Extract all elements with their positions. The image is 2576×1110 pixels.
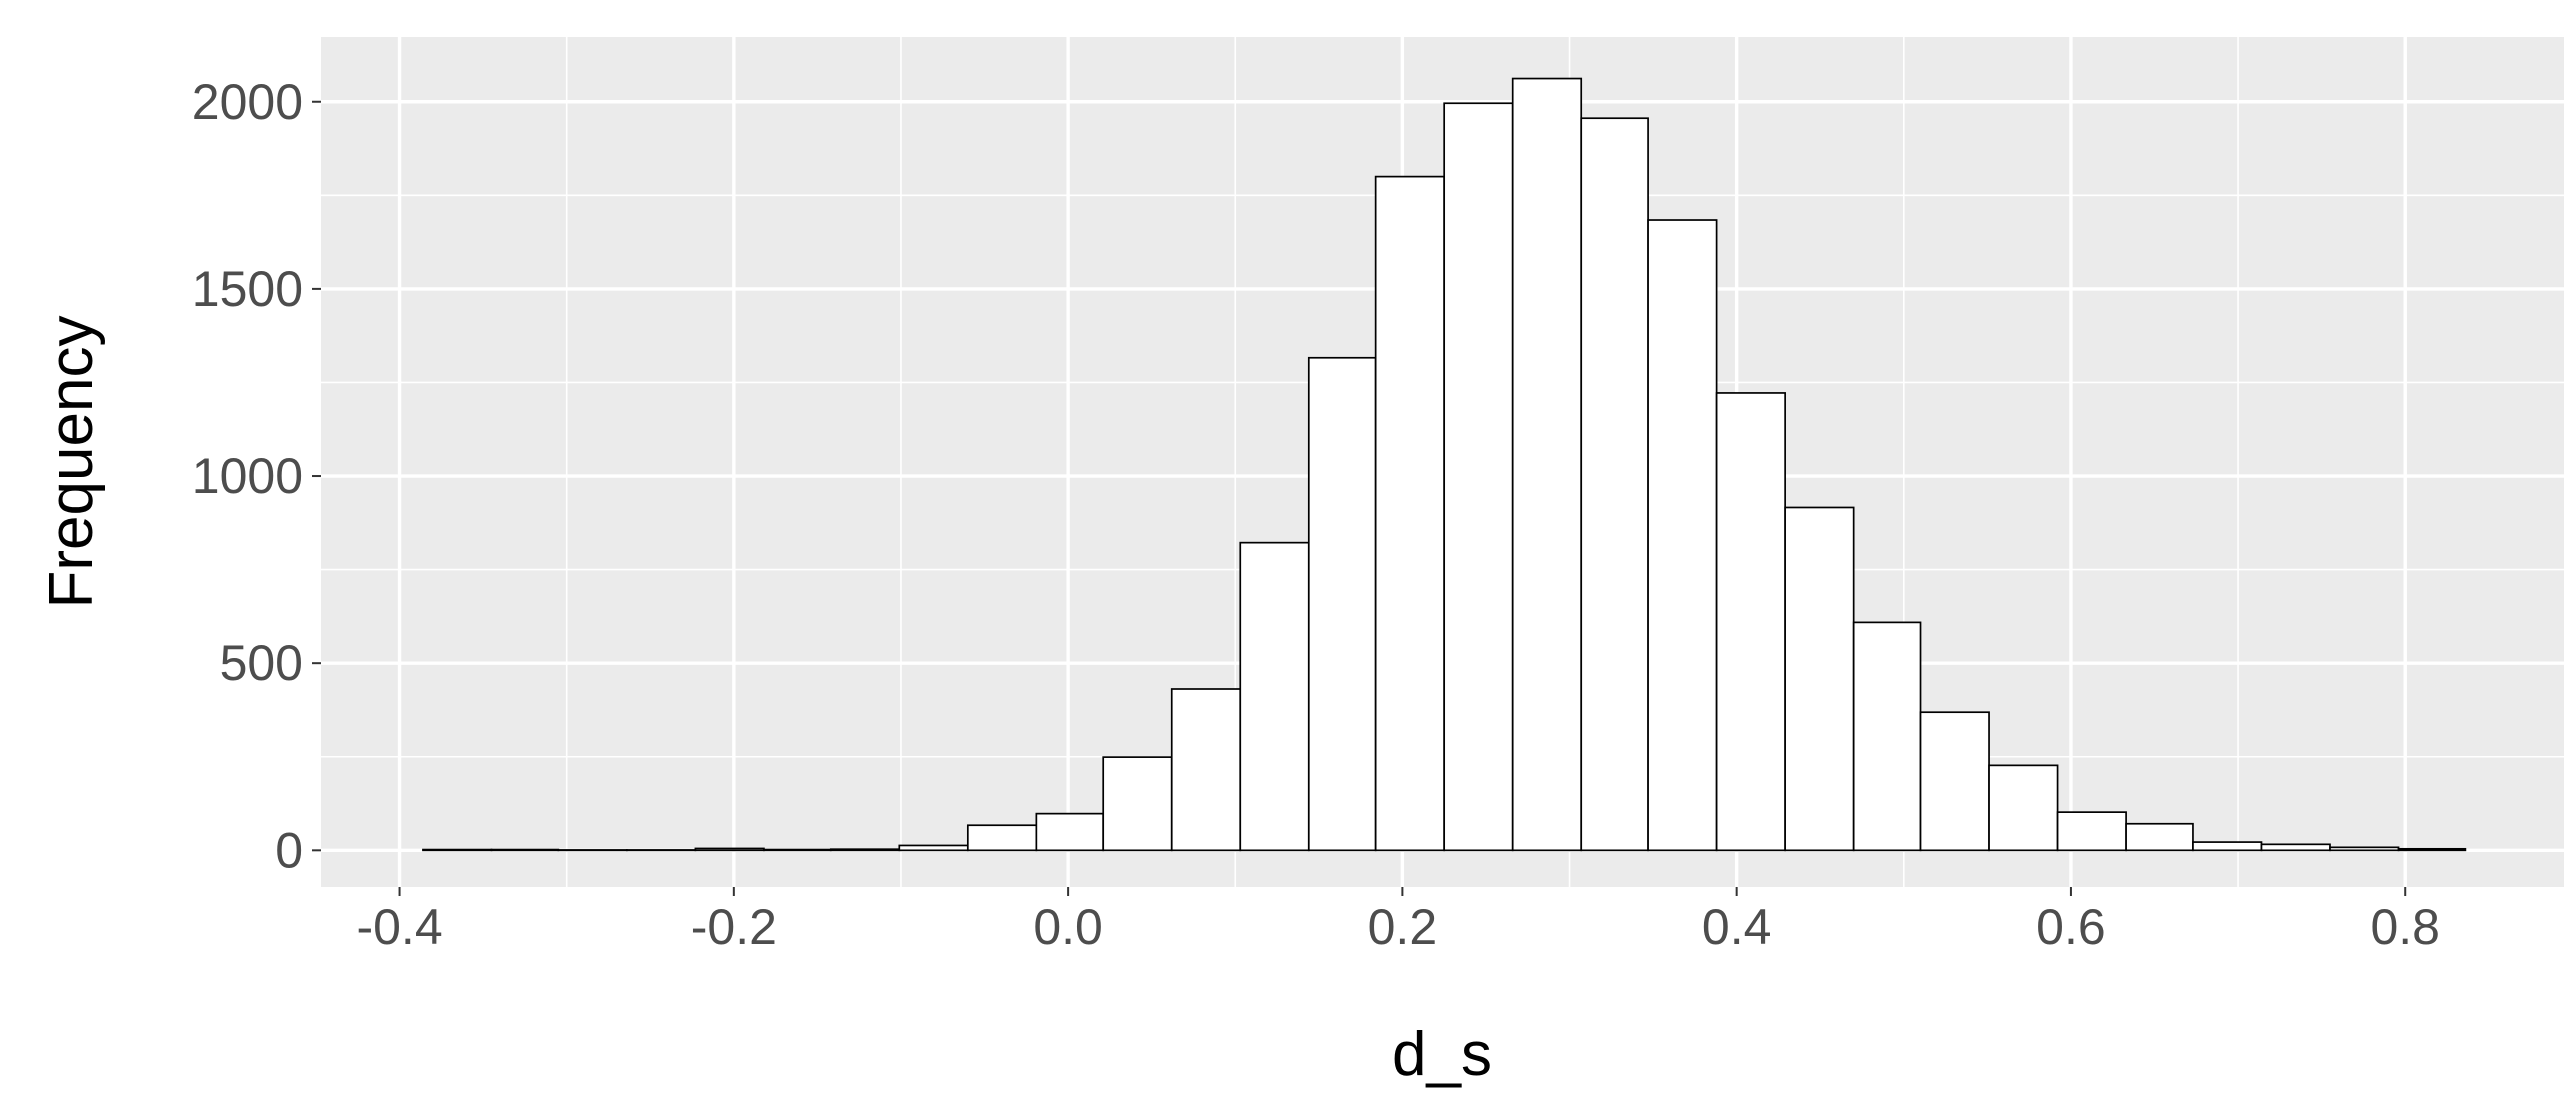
bar bbox=[490, 848, 560, 852]
x-tick-label: 0.4 bbox=[1702, 899, 1772, 955]
bar bbox=[1035, 812, 1105, 852]
x-tick-label: 0.6 bbox=[2036, 899, 2106, 955]
bar bbox=[1580, 117, 1649, 852]
bar bbox=[1374, 175, 1446, 852]
bar bbox=[829, 848, 901, 852]
bar bbox=[1443, 102, 1514, 852]
bar bbox=[2056, 811, 2127, 852]
bar bbox=[1239, 541, 1310, 852]
x-tick-label: 0.2 bbox=[1368, 899, 1438, 955]
bar bbox=[1647, 219, 1718, 852]
y-tick-label: 1500 bbox=[192, 261, 303, 317]
bar bbox=[2397, 847, 2467, 852]
bar bbox=[1852, 621, 1922, 852]
x-tick-label: -0.4 bbox=[356, 899, 442, 955]
bar bbox=[1511, 77, 1583, 852]
bar bbox=[966, 824, 1038, 852]
bar bbox=[422, 848, 493, 852]
bar bbox=[1988, 764, 2059, 852]
bar bbox=[1715, 392, 1786, 852]
bar bbox=[2125, 822, 2194, 852]
bar bbox=[694, 847, 765, 852]
x-tick-label: 0.0 bbox=[1033, 899, 1103, 955]
x-tick-label: -0.2 bbox=[691, 899, 777, 955]
bar bbox=[2260, 843, 2331, 852]
bar bbox=[1170, 688, 1242, 852]
y-axis-title: Frequency bbox=[37, 316, 106, 609]
y-tick-label: 0 bbox=[275, 822, 303, 878]
bar bbox=[2329, 846, 2400, 852]
bar bbox=[1919, 711, 1990, 852]
y-tick-label: 1000 bbox=[192, 448, 303, 504]
x-axis-title: d_s bbox=[1392, 1020, 1492, 1089]
bar bbox=[763, 848, 832, 852]
y-tick-label: 2000 bbox=[192, 74, 303, 130]
bar bbox=[1307, 356, 1377, 852]
bar bbox=[898, 844, 969, 852]
x-tick-label: 0.8 bbox=[2370, 899, 2440, 955]
bar bbox=[2192, 841, 2263, 852]
bar bbox=[1102, 756, 1173, 852]
y-tick-label: 500 bbox=[220, 635, 303, 691]
bar bbox=[1784, 506, 1855, 852]
